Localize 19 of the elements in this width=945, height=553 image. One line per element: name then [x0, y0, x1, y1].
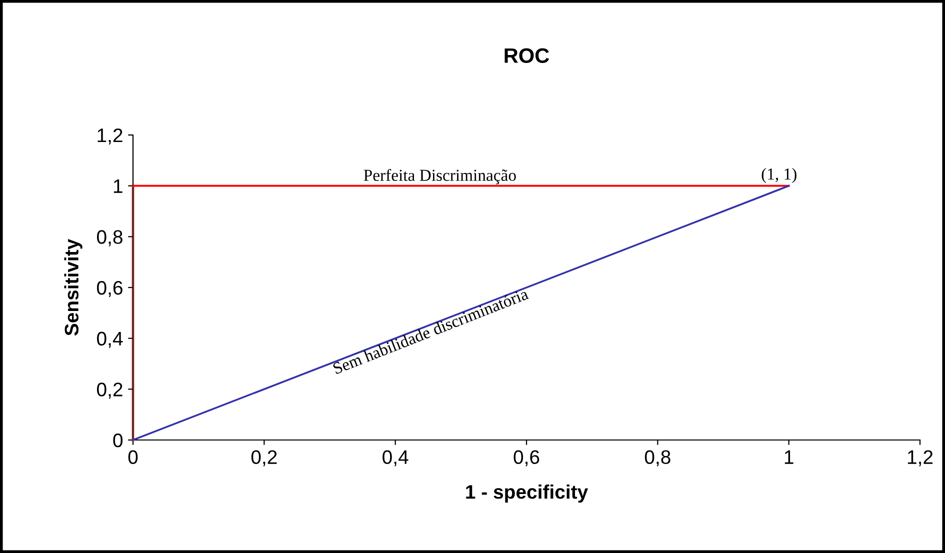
y-tick-label: 0,8	[97, 230, 122, 246]
x-tick-label: 0,6	[514, 450, 540, 466]
x-tick-label: 0	[128, 450, 138, 464]
x-axis-title: 1 - specificity	[466, 484, 588, 503]
y-tick-label: 0,4	[97, 332, 123, 348]
y-tick-label: 0	[113, 433, 123, 448]
annotation: (1, 1)	[762, 168, 796, 184]
y-tick-label: 1	[114, 180, 122, 193]
x-tick-label: 0,2	[251, 450, 277, 466]
x-tick-label: 1,2	[908, 450, 933, 466]
chart-title: ROC	[504, 48, 550, 63]
y-axis-title: Sensitivity	[64, 238, 82, 336]
annotation: Perfeita Discriminação	[364, 169, 516, 184]
y-tick-label: 0,6	[97, 280, 122, 298]
x-tick-label: 1	[784, 450, 794, 464]
y-tick-label: 1,2	[98, 128, 122, 145]
x-tick-label: 0,4	[382, 450, 408, 466]
y-tick-label: 0,2	[97, 382, 122, 399]
x-tick-label: 0,8	[644, 450, 670, 466]
